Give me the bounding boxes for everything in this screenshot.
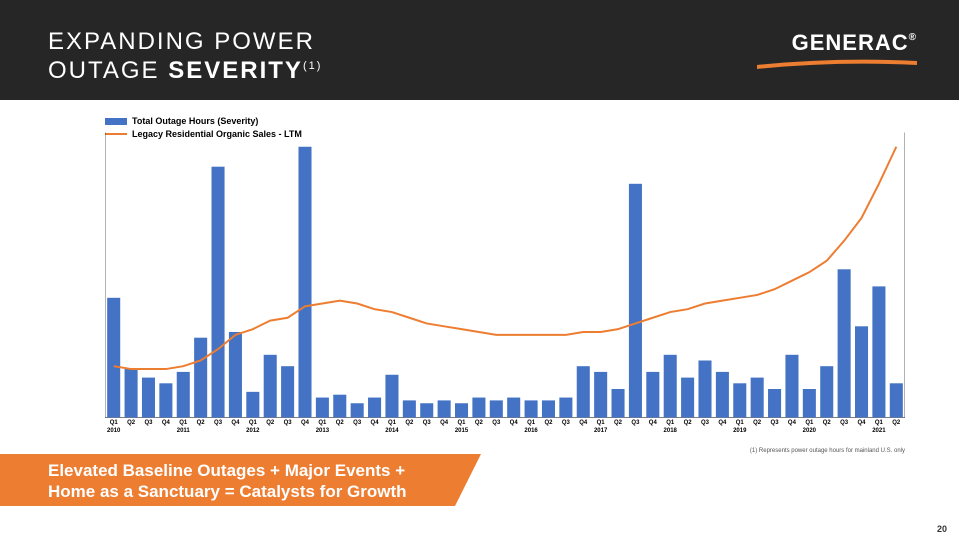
x-tick: Q12012 — [244, 420, 261, 435]
title-sup: (1) — [303, 60, 322, 72]
x-tick: Q2 — [748, 420, 765, 435]
x-tick: Q12010 — [105, 420, 122, 435]
footnote: (1) Represents power outage hours for ma… — [750, 448, 905, 454]
x-tick: Q2 — [609, 420, 626, 435]
x-tick: Q3 — [418, 420, 435, 435]
x-tick: Q2 — [818, 420, 835, 435]
x-tick: Q12017 — [592, 420, 609, 435]
x-tick: Q4 — [435, 420, 452, 435]
x-tick: Q2 — [331, 420, 348, 435]
x-tick: Q3 — [488, 420, 505, 435]
x-tick: Q2 — [679, 420, 696, 435]
x-axis-labels: Q12010Q2Q3Q4Q12011Q2Q3Q4Q12012Q2Q3Q4Q120… — [105, 420, 905, 435]
x-tick: Q2 — [888, 420, 905, 435]
x-tick: Q3 — [209, 420, 226, 435]
x-tick: Q2 — [122, 420, 139, 435]
x-tick: Q4 — [296, 420, 313, 435]
x-tick: Q3 — [348, 420, 365, 435]
page-number: 20 — [937, 524, 947, 534]
slide-header: EXPANDING POWER OUTAGE SEVERITY(1) GENER… — [0, 0, 959, 100]
logo-swoosh-icon — [757, 59, 917, 69]
x-tick: Q3 — [627, 420, 644, 435]
x-tick: Q12013 — [314, 420, 331, 435]
chart-svg — [105, 130, 905, 420]
x-tick: Q12020 — [801, 420, 818, 435]
x-tick: Q4 — [644, 420, 661, 435]
x-tick: Q2 — [192, 420, 209, 435]
x-tick: Q4 — [575, 420, 592, 435]
x-tick: Q2 — [470, 420, 487, 435]
x-tick: Q3 — [279, 420, 296, 435]
x-tick: Q12016 — [522, 420, 539, 435]
x-tick: Q12021 — [870, 420, 887, 435]
x-tick: Q12014 — [383, 420, 400, 435]
x-tick: Q4 — [714, 420, 731, 435]
banner-shape: Elevated Baseline Outages + Major Events… — [0, 454, 455, 506]
x-tick: Q4 — [157, 420, 174, 435]
banner-line1: Elevated Baseline Outages + Major Events… — [48, 461, 405, 480]
x-tick: Q4 — [853, 420, 870, 435]
banner-line2: Home as a Sanctuary = Catalysts for Grow… — [48, 482, 407, 501]
combo-chart — [105, 130, 905, 420]
x-tick: Q3 — [140, 420, 157, 435]
legend-item-bars: Total Outage Hours (Severity) — [105, 116, 302, 126]
legend-swatch-bar — [105, 118, 127, 125]
title-line2-bold: SEVERITY — [168, 57, 303, 84]
title-line1: EXPANDING POWER — [48, 28, 315, 55]
x-tick: Q4 — [783, 420, 800, 435]
callout-banner: Elevated Baseline Outages + Major Events… — [0, 454, 455, 506]
x-tick: Q12015 — [453, 420, 470, 435]
x-tick: Q4 — [227, 420, 244, 435]
registered-icon: ® — [909, 32, 917, 43]
x-tick: Q2 — [262, 420, 279, 435]
x-tick: Q12011 — [175, 420, 192, 435]
x-tick: Q4 — [505, 420, 522, 435]
logo-text: GENERAC® — [757, 30, 917, 56]
x-tick: Q3 — [557, 420, 574, 435]
x-tick: Q3 — [766, 420, 783, 435]
x-tick: Q2 — [401, 420, 418, 435]
x-tick: Q3 — [835, 420, 852, 435]
x-tick: Q12019 — [731, 420, 748, 435]
x-tick: Q4 — [366, 420, 383, 435]
x-tick: Q2 — [540, 420, 557, 435]
x-tick: Q3 — [696, 420, 713, 435]
x-tick: Q12018 — [662, 420, 679, 435]
logo: GENERAC® — [757, 30, 917, 74]
legend-label-bars: Total Outage Hours (Severity) — [132, 116, 258, 126]
title-line2-pre: OUTAGE — [48, 57, 168, 84]
